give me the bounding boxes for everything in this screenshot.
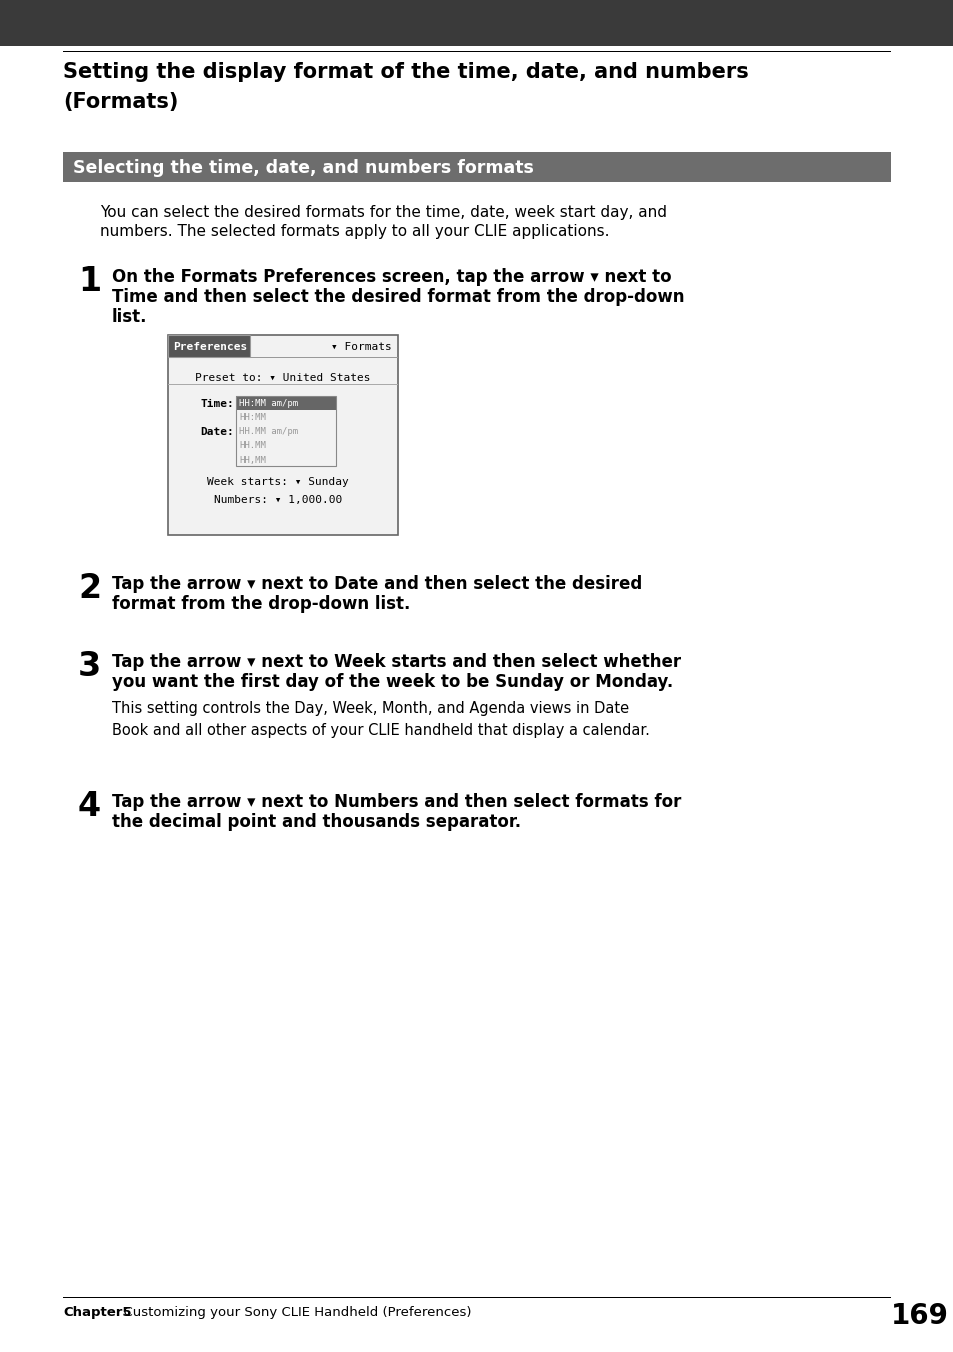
Bar: [63, 151, 890, 183]
Bar: [235, 396, 335, 410]
Text: ▾ Formats: ▾ Formats: [331, 342, 392, 352]
Bar: [235, 438, 335, 452]
Text: Customizing your Sony CLIE Handheld (Preferences): Customizing your Sony CLIE Handheld (Pre…: [115, 1306, 471, 1320]
Text: HH:MM: HH:MM: [239, 414, 266, 422]
Text: Book and all other aspects of your CLIE handheld that display a calendar.: Book and all other aspects of your CLIE …: [112, 723, 649, 738]
Text: HH.MM: HH.MM: [239, 442, 266, 450]
Text: HH.MM am/pm: HH.MM am/pm: [239, 427, 297, 437]
Text: Tap the arrow ▾ next to Numbers and then select formats for: Tap the arrow ▾ next to Numbers and then…: [112, 794, 680, 811]
Text: You can select the desired formats for the time, date, week start day, and: You can select the desired formats for t…: [100, 206, 666, 220]
Text: Time:: Time:: [200, 399, 233, 410]
Text: This setting controls the Day, Week, Month, and Agenda views in Date: This setting controls the Day, Week, Mon…: [112, 700, 628, 717]
Bar: [168, 335, 397, 535]
Text: Selecting the time, date, and numbers formats: Selecting the time, date, and numbers fo…: [73, 160, 534, 177]
Text: Date:: Date:: [200, 427, 233, 437]
Text: On the Formats Preferences screen, tap the arrow ▾ next to: On the Formats Preferences screen, tap t…: [112, 268, 671, 287]
Bar: [0, 0, 953, 46]
Text: Tap the arrow ▾ next to Week starts and then select whether: Tap the arrow ▾ next to Week starts and …: [112, 653, 680, 671]
Text: Week starts: ▾ Sunday: Week starts: ▾ Sunday: [207, 477, 349, 487]
Text: HH:MM am/pm: HH:MM am/pm: [239, 399, 297, 408]
Text: numbers. The selected formats apply to all your CLIE applications.: numbers. The selected formats apply to a…: [100, 224, 609, 239]
Bar: [168, 335, 250, 357]
Bar: [235, 452, 335, 466]
Text: the decimal point and thousands separator.: the decimal point and thousands separato…: [112, 813, 520, 831]
Bar: [235, 425, 335, 438]
Bar: [235, 396, 335, 466]
Bar: [63, 50, 890, 51]
Text: (Formats): (Formats): [63, 92, 178, 112]
Bar: [63, 1297, 890, 1298]
Text: Time and then select the desired format from the drop-down: Time and then select the desired format …: [112, 288, 684, 306]
Text: 4: 4: [78, 790, 101, 823]
Text: HH,MM: HH,MM: [239, 456, 266, 465]
Text: 2: 2: [78, 572, 101, 604]
Text: Chapter5: Chapter5: [63, 1306, 132, 1320]
Text: Numbers: ▾ 1,000.00: Numbers: ▾ 1,000.00: [213, 495, 342, 506]
Text: list.: list.: [112, 308, 148, 326]
Text: Preset to: ▾ United States: Preset to: ▾ United States: [195, 373, 371, 383]
Text: 1: 1: [78, 265, 101, 297]
Text: Preferences: Preferences: [172, 342, 247, 352]
Text: Setting the display format of the time, date, and numbers: Setting the display format of the time, …: [63, 62, 748, 82]
Text: you want the first day of the week to be Sunday or Monday.: you want the first day of the week to be…: [112, 673, 673, 691]
Text: format from the drop-down list.: format from the drop-down list.: [112, 595, 410, 612]
Text: 3: 3: [78, 650, 101, 683]
Text: 169: 169: [890, 1302, 948, 1330]
Text: Tap the arrow ▾ next to Date and then select the desired: Tap the arrow ▾ next to Date and then se…: [112, 575, 641, 594]
Bar: [235, 410, 335, 425]
